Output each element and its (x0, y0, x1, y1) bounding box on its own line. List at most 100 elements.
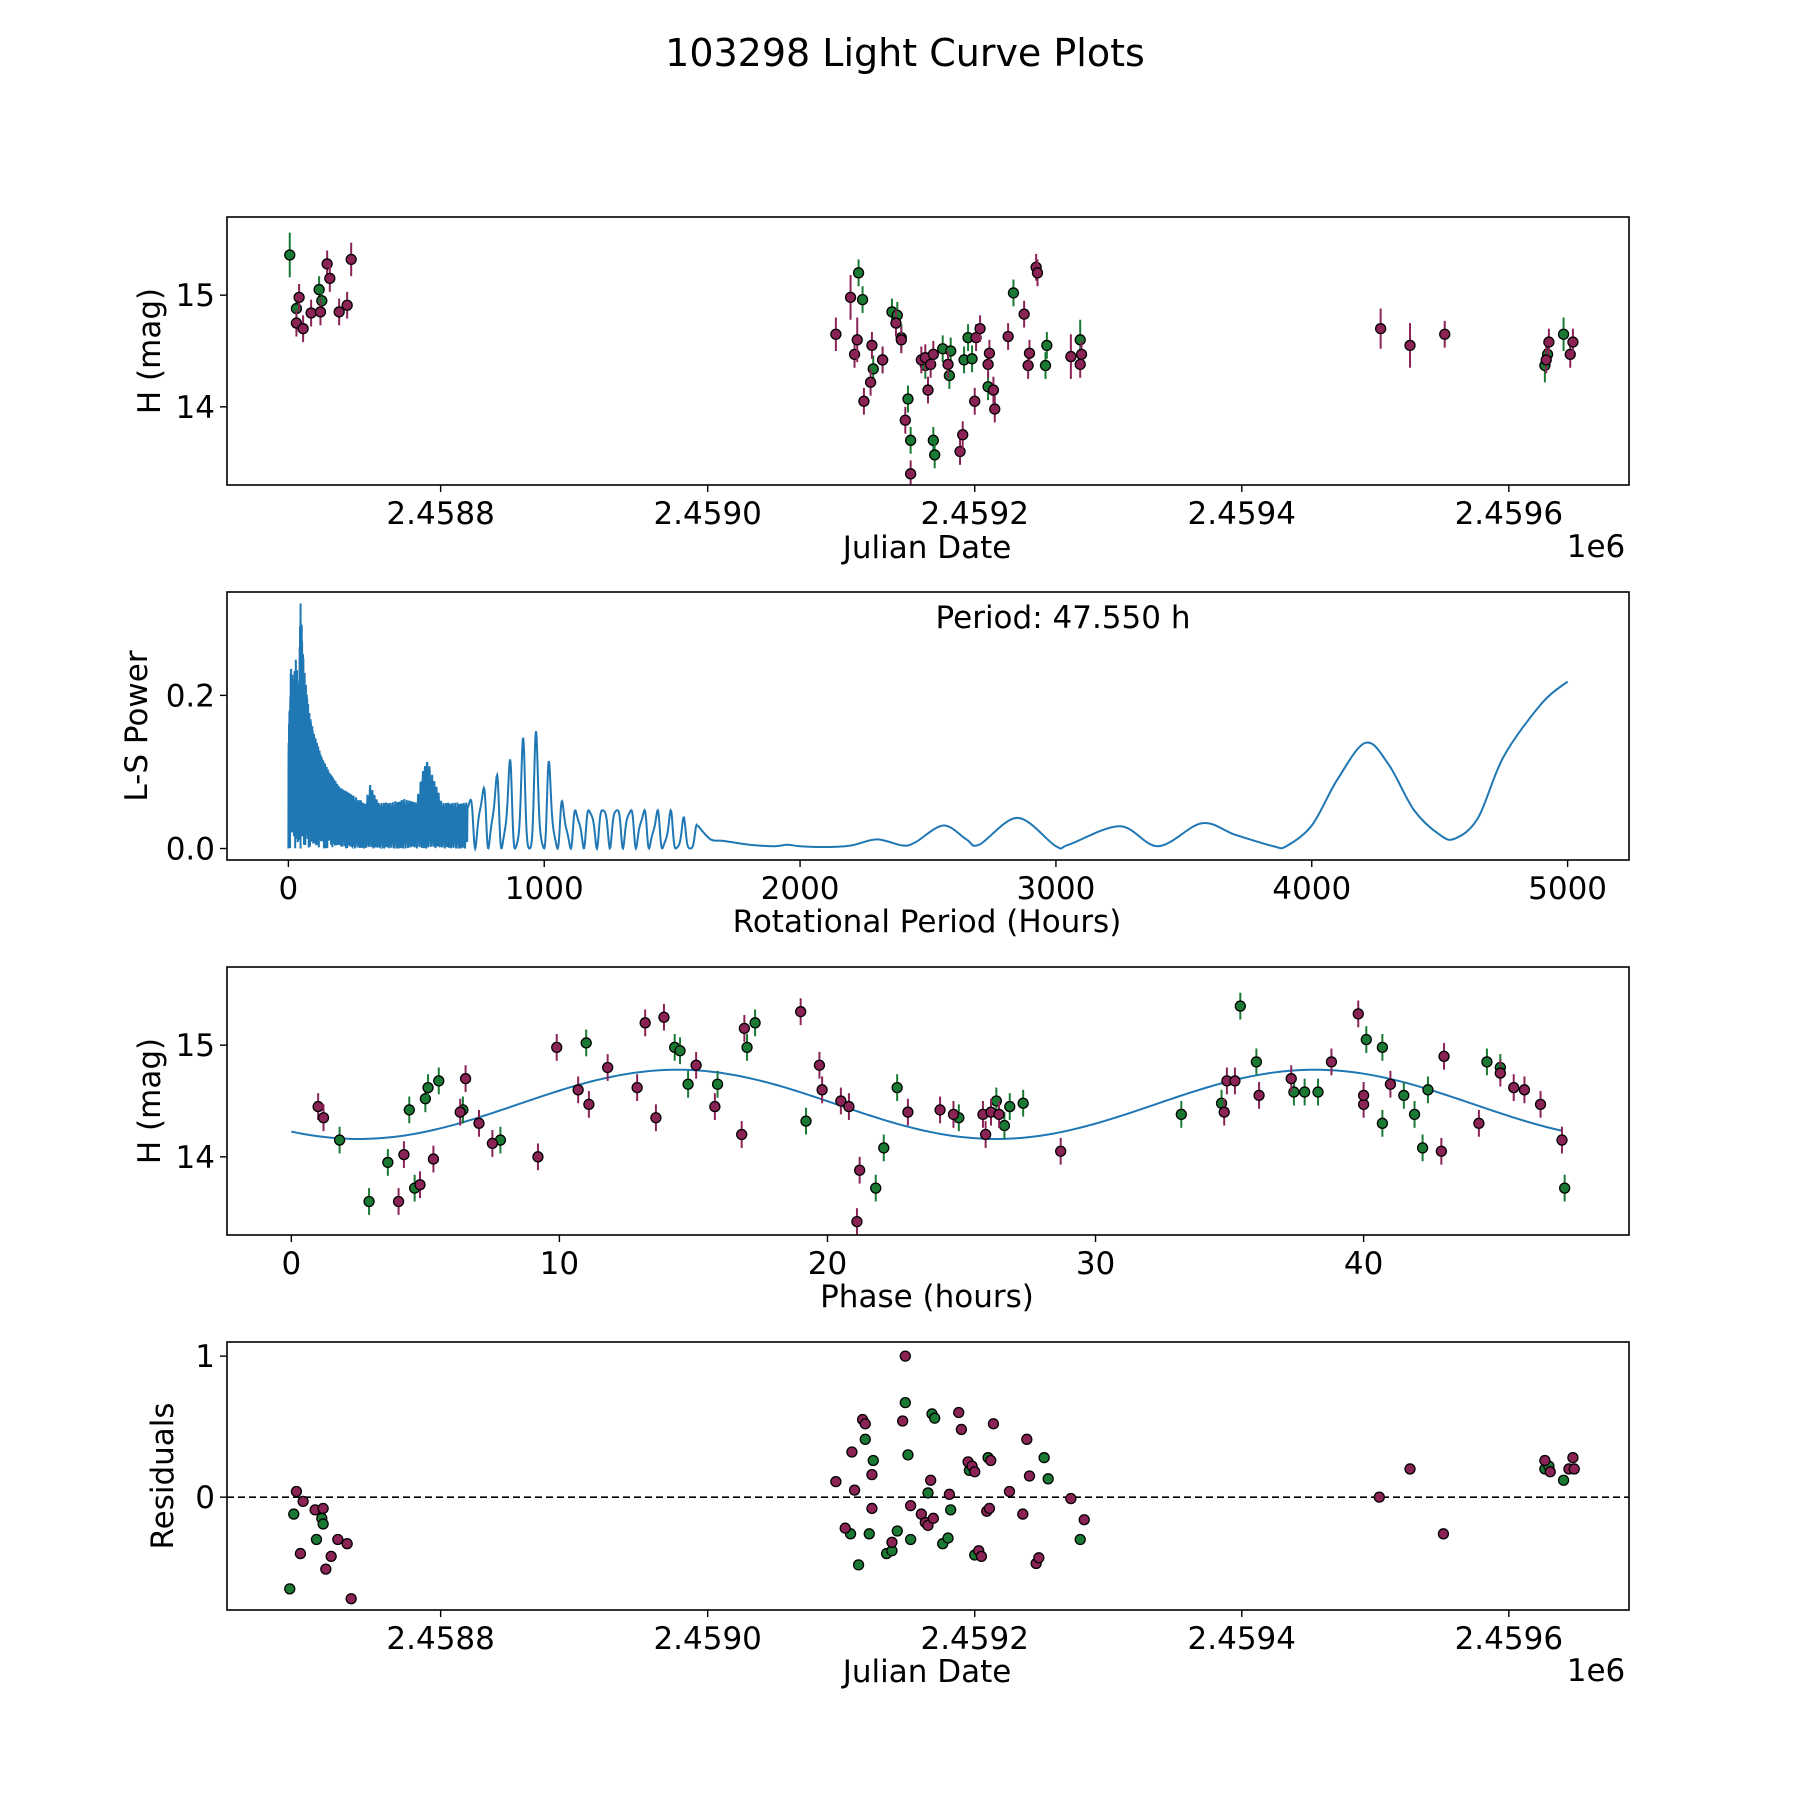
residuals-point-maroon (927, 1512, 939, 1524)
phase-ylabel: H (mag) (132, 1038, 168, 1164)
phase-point-maroon (317, 1112, 330, 1124)
phase-point-maroon (532, 1151, 544, 1163)
phase-point-green (1408, 1108, 1421, 1121)
residuals-point-green (942, 1532, 954, 1544)
light-curve-point-maroon (1404, 339, 1416, 352)
residuals-point-maroon (987, 1418, 1000, 1430)
residuals-point-maroon (345, 1593, 357, 1605)
residuals-point-maroon (1065, 1492, 1077, 1505)
residuals-xlabel: Julian Date (841, 1654, 1012, 1690)
phase-point-maroon (835, 1095, 847, 1107)
phase-point-green (998, 1119, 1011, 1132)
light-curve-point-maroon (927, 348, 939, 361)
phase-point-green (382, 1156, 394, 1169)
residuals-point-maroon (1568, 1463, 1580, 1475)
periodogram-xtick-label: 1000 (505, 871, 584, 907)
residuals-point-green (1074, 1533, 1086, 1546)
phase-point-maroon (1384, 1078, 1397, 1090)
residuals-xtick-label: 2.4592 (920, 1621, 1028, 1657)
phase-point-maroon (583, 1098, 595, 1110)
residuals-point-maroon (1404, 1463, 1416, 1475)
phase-panel: Phase (hours) H (mag) 0 10 20 30 40 14 15 (132, 966, 1630, 1315)
phase-point-maroon (934, 1104, 946, 1116)
light-curve-point-maroon (864, 376, 877, 388)
residuals-point-maroon (325, 1550, 337, 1563)
light-curve-point-maroon (904, 468, 917, 480)
phase-point-green (749, 1017, 761, 1029)
light-curve-point-maroon (844, 291, 857, 304)
phase-point-maroon (1556, 1134, 1568, 1146)
phase-point-green (1004, 1100, 1016, 1113)
periodogram-xtick-label: 3000 (1016, 871, 1095, 907)
light-curve-point-maroon (1540, 354, 1552, 366)
light-curve-point-maroon (293, 291, 305, 304)
periodogram-xtick-label: 4000 (1272, 871, 1351, 907)
residuals-point-maroon (848, 1484, 861, 1496)
phase-point-maroon (816, 1084, 828, 1096)
light-curve-point-maroon (987, 384, 1000, 396)
phase-point-maroon (398, 1148, 410, 1161)
light-curve-ytick-label: 14 (176, 390, 215, 426)
phase-point-green (891, 1081, 903, 1094)
phase-plot-ytick-label: 15 (176, 1028, 215, 1064)
residuals-point-green (945, 1504, 957, 1516)
light-curve-point-green (966, 353, 978, 365)
periodogram-ytick-label: 0.2 (166, 678, 215, 714)
phase-point-maroon (902, 1106, 914, 1118)
light-curve-point-maroon (1567, 336, 1579, 348)
residuals-ytick-label: 1 (195, 1339, 215, 1375)
light-curve-point-maroon (830, 328, 842, 340)
residuals-point-maroon (983, 1502, 996, 1515)
phase-point-maroon (1534, 1098, 1547, 1110)
phase-point-maroon (709, 1100, 721, 1113)
phase-point-green (1298, 1086, 1311, 1098)
phase-point-maroon (658, 1011, 670, 1023)
phase-point-green (1416, 1142, 1429, 1154)
phase-point-green (422, 1081, 434, 1094)
phase-point-green (1559, 1182, 1571, 1194)
light-curve-xlabel: Julian Date (841, 530, 1012, 566)
phase-plot-area (291, 992, 1571, 1235)
light-curve-point-green (927, 434, 939, 446)
light-curve-point-maroon (851, 334, 863, 346)
phase-point-green (878, 1142, 890, 1154)
phase-point-green (433, 1075, 445, 1087)
residuals-point-green (1038, 1452, 1050, 1464)
phase-point-maroon (1325, 1056, 1338, 1068)
light-curve-point-maroon (1543, 336, 1555, 348)
phase-point-green (580, 1037, 592, 1049)
phase-point-maroon (1473, 1117, 1485, 1129)
residuals-point-maroon (294, 1547, 307, 1560)
phase-point-maroon (736, 1128, 748, 1141)
light-curve-point-green (1039, 359, 1052, 372)
residuals-point-green (317, 1518, 329, 1530)
residuals-point-maroon (899, 1350, 911, 1362)
light-curve-point-maroon (969, 395, 981, 407)
periodogram-frame (226, 591, 1630, 861)
phase-point-maroon (639, 1017, 651, 1029)
light-curve-point-maroon (942, 358, 954, 371)
light-curve-point-maroon (1439, 328, 1451, 340)
periodogram-panel: Period: 47.550 h Rotational Period (Hour… (119, 591, 1630, 940)
phase-point-maroon (551, 1041, 563, 1054)
light-curve-point-maroon (324, 272, 336, 285)
residuals-point-maroon (1373, 1491, 1385, 1503)
residuals-point-maroon (1021, 1433, 1033, 1445)
residuals-point-maroon (290, 1485, 303, 1498)
phase-point-green (1376, 1117, 1389, 1129)
residuals-point-green (288, 1508, 300, 1520)
residuals-xtick-label: 2.4594 (1188, 1621, 1296, 1657)
phase-point-maroon (1229, 1075, 1241, 1087)
phase-point-green (870, 1182, 882, 1194)
phase-point-green (1398, 1089, 1410, 1102)
light-curve-point-maroon (899, 414, 911, 426)
light-curve-point-maroon (1374, 323, 1387, 335)
light-curve-point-maroon (1031, 267, 1044, 279)
light-curve-ytick-label: 15 (176, 278, 215, 314)
residuals-point-green (867, 1454, 879, 1467)
light-curve-point-green (902, 393, 914, 405)
residuals-point-green (929, 1412, 941, 1424)
residuals-point-maroon (1017, 1508, 1029, 1520)
residuals-plot-area (227, 1350, 1629, 1605)
